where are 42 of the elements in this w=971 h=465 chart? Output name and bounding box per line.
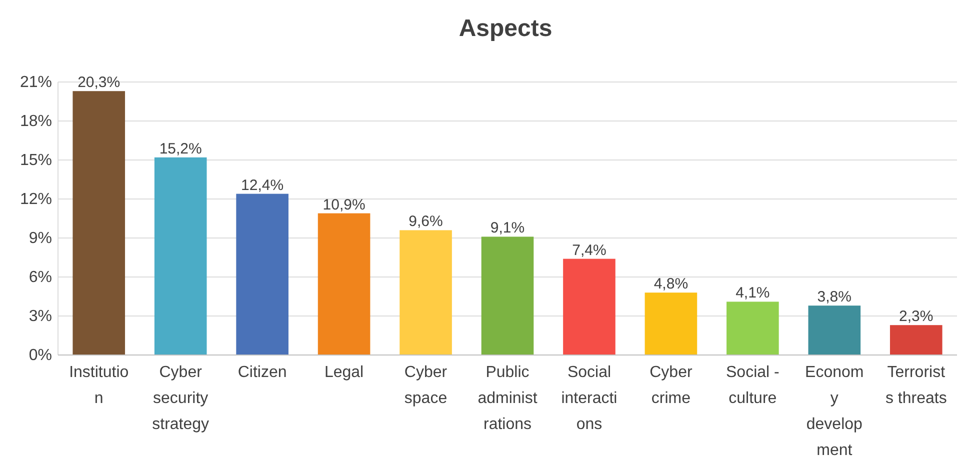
y-tick-label: 12% [20, 191, 52, 208]
x-tick-label: Cyber crime [650, 364, 693, 407]
x-tick-label: Economy development [805, 364, 864, 459]
data-label: 4,1% [736, 284, 770, 302]
bar [400, 230, 452, 355]
y-tick-label: 18% [20, 113, 52, 130]
data-label: 12,4% [241, 176, 284, 194]
data-label: 20,3% [78, 74, 120, 92]
bar [808, 306, 861, 355]
bar [563, 258, 616, 355]
data-label: 10,9% [322, 196, 366, 214]
data-label: 3,8% [817, 288, 852, 306]
data-label: 15,2% [159, 140, 202, 158]
data-label: 9,1% [490, 220, 525, 237]
y-tick-label: 15% [20, 152, 52, 170]
bar [236, 194, 288, 355]
y-tick-label: 0% [28, 347, 52, 364]
bar [726, 302, 779, 355]
x-tick-label: Citizen [238, 364, 287, 381]
data-label: 4,8% [654, 276, 688, 293]
x-tick-label: Cyber security strategy [152, 364, 210, 433]
bar [644, 292, 698, 355]
data-label: 7,4% [572, 242, 606, 259]
x-tick-label: Terrorists threats [885, 364, 947, 407]
bar [72, 91, 126, 355]
y-tick-label: 9% [28, 230, 52, 248]
y-tick-label: 3% [28, 308, 52, 326]
x-tick-label: Public administrations [478, 364, 538, 433]
y-tick-label: 21% [20, 74, 52, 92]
bar [154, 157, 207, 355]
x-tick-label: Social interactions [561, 364, 618, 433]
bar [318, 213, 370, 355]
x-tick-label: Institution [69, 364, 129, 407]
y-tick-label: 6% [28, 269, 52, 286]
data-label: 9,6% [408, 213, 443, 230]
x-tick-label: Social - culture [726, 364, 780, 407]
data-label: 2,3% [899, 308, 934, 326]
chart-title: Aspects [458, 15, 552, 42]
bar [890, 325, 942, 355]
x-tick-label: Legal [324, 364, 364, 381]
x-tick-label: Cyber space [404, 364, 448, 407]
bar [481, 236, 534, 355]
